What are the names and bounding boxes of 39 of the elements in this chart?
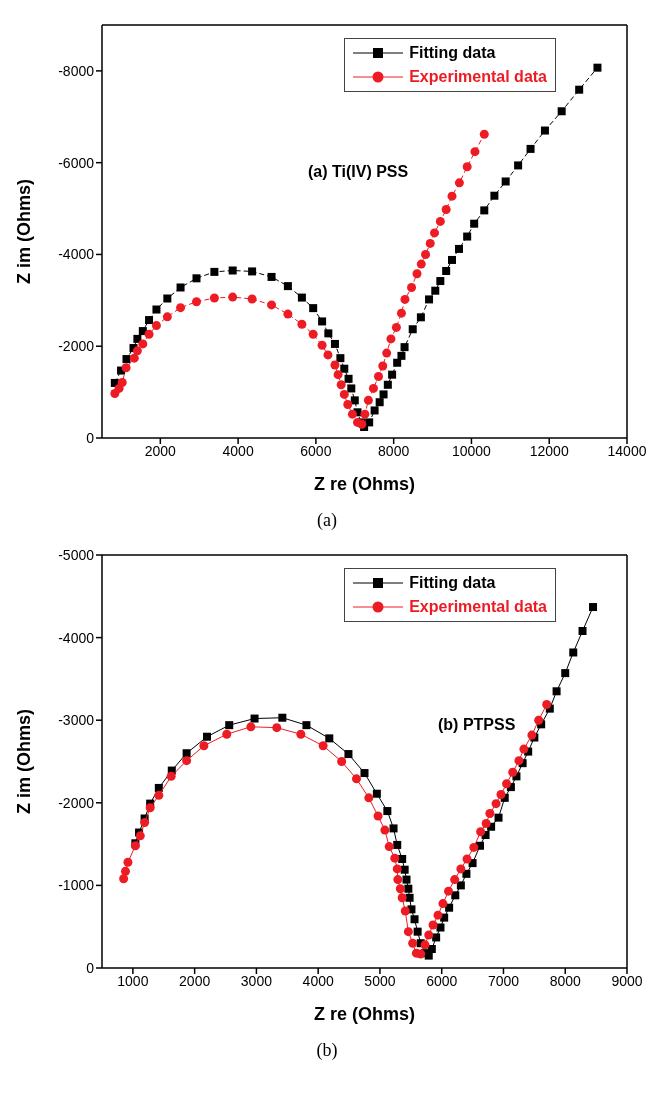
annotation: (b) PTPSS	[438, 716, 516, 734]
y-tick-label: -8000	[58, 62, 95, 79]
x-tick-label: 14000	[607, 442, 647, 459]
y-tick-label: -3000	[58, 712, 95, 729]
x-tick-label: 9000	[611, 972, 643, 989]
y-tick-label: -6000	[58, 154, 95, 171]
y-tick-label: -4000	[58, 629, 95, 646]
x-tick-label: 4000	[302, 972, 334, 989]
y-axis-title: Z im (Ohms)	[14, 708, 35, 815]
x-tick-label: 5000	[364, 972, 396, 989]
legend-label: Fitting data	[409, 574, 496, 592]
x-tick-label: 4000	[222, 442, 254, 459]
x-tick-label: 6000	[300, 442, 332, 459]
legend-label: Fitting data	[409, 44, 496, 62]
y-tick-label: -2000	[58, 794, 95, 811]
legend-label: Experimental data	[409, 598, 547, 616]
y-axis-title: Z im (Ohms)	[14, 178, 35, 285]
x-tick-label: 8000	[549, 972, 582, 989]
x-tick-label: 6000	[426, 972, 458, 989]
text: (a)	[316, 510, 338, 531]
y-tick-label: -5000	[58, 546, 95, 563]
y-tick-label: -1000	[58, 877, 95, 894]
x-tick-label: 12000	[529, 442, 569, 459]
text: (b)	[315, 1040, 339, 1061]
x-tick-label: 2000	[179, 972, 211, 989]
y-tick-label: -4000	[58, 246, 95, 263]
x-axis-title: Z re (Ohms)	[313, 1004, 416, 1024]
annotation: (a) Ti(IV) PSS	[308, 163, 409, 181]
y-tick-label: 0	[86, 429, 95, 446]
x-tick-label: 7000	[487, 972, 520, 989]
x-tick-label: 3000	[240, 972, 273, 989]
x-tick-label: 1000	[117, 972, 149, 989]
y-tick-label: 0	[86, 959, 95, 976]
x-axis-title: Z re (Ohms)	[313, 474, 416, 494]
x-tick-label: 10000	[451, 442, 492, 459]
x-tick-label: 2000	[144, 442, 177, 459]
y-tick-label: -2000	[58, 338, 95, 355]
x-tick-label: 8000	[378, 442, 410, 459]
legend-label: Experimental data	[409, 68, 547, 86]
